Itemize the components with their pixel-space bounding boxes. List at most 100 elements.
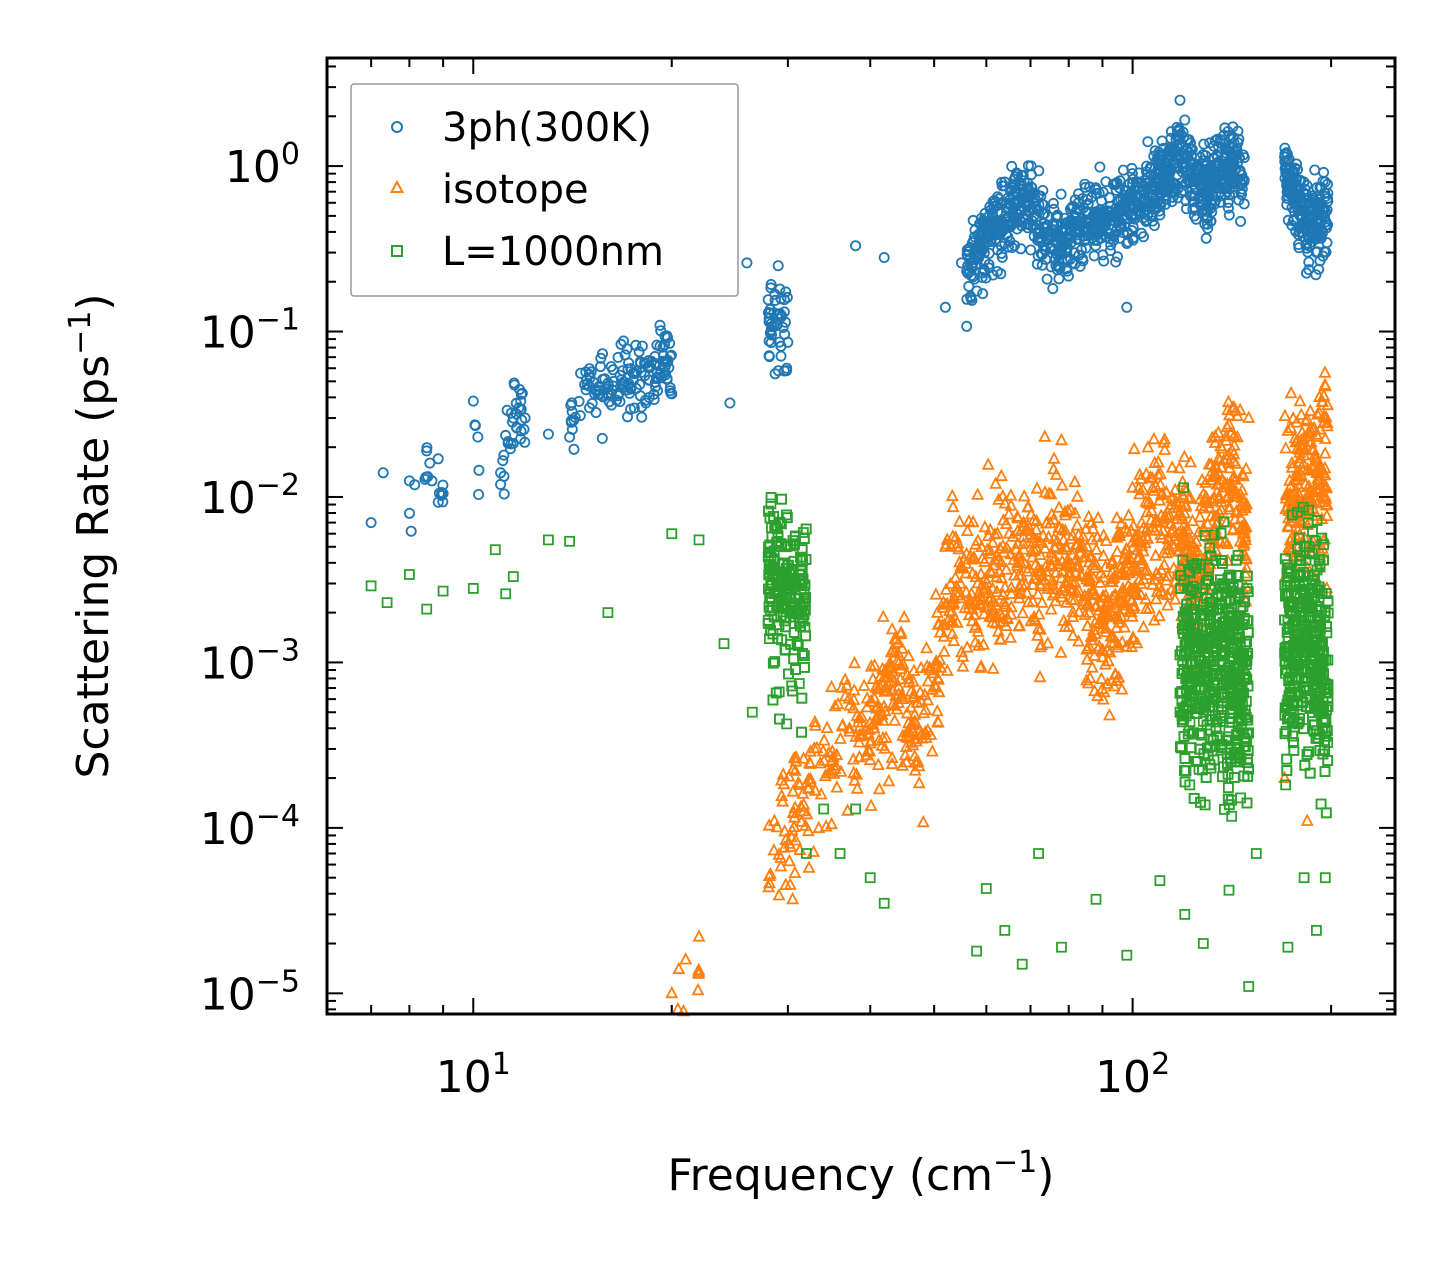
marker-isotope: [1298, 512, 1312, 526]
marker-l1000nm: [1298, 723, 1309, 735]
marker-isotope: [1307, 485, 1321, 498]
marker-isotope: [1119, 541, 1133, 554]
marker-isotope: [1055, 589, 1069, 603]
marker-l1000nm: [776, 493, 787, 505]
marker-isotope: [1080, 652, 1094, 665]
marker-isotope: [1230, 408, 1244, 422]
marker-l1000nm: [1281, 753, 1293, 765]
marker-l1000nm: [1286, 509, 1298, 521]
marker-3ph: [421, 445, 433, 457]
marker-isotope: [1126, 630, 1140, 643]
marker-isotope: [1052, 500, 1066, 513]
marker-isotope: [1202, 500, 1216, 513]
marker-3ph: [1201, 205, 1213, 217]
marker-isotope: [972, 638, 986, 651]
marker-isotope: [1011, 536, 1025, 549]
marker-isotope: [1208, 435, 1222, 448]
marker-l1000nm: [1179, 606, 1191, 618]
marker-l1000nm: [1313, 581, 1325, 593]
marker-isotope: [1004, 630, 1017, 643]
marker-3ph: [405, 525, 417, 537]
marker-l1000nm: [818, 803, 830, 815]
marker-3ph: [584, 363, 596, 375]
marker-isotope: [1288, 484, 1302, 498]
marker-isotope: [960, 523, 974, 536]
marker-l1000nm: [799, 593, 811, 604]
marker-3ph: [1211, 150, 1223, 162]
marker-3ph: [433, 487, 445, 499]
marker-isotope: [1300, 412, 1314, 425]
marker-isotope: [939, 582, 953, 595]
marker-3ph: [1161, 177, 1173, 189]
marker-3ph: [636, 401, 648, 413]
marker-isotope: [1226, 523, 1240, 536]
marker-3ph: [1138, 231, 1150, 243]
marker-isotope: [1278, 770, 1292, 783]
marker-isotope: [796, 786, 810, 799]
marker-isotope: [783, 877, 797, 890]
marker-l1000nm: [1242, 745, 1254, 757]
marker-3ph: [1047, 283, 1059, 295]
marker-l1000nm: [1177, 554, 1189, 566]
marker-3ph: [1156, 151, 1168, 163]
marker-3ph: [628, 402, 640, 414]
marker-isotope: [995, 570, 1009, 584]
marker-isotope: [835, 680, 849, 693]
marker-3ph: [593, 384, 605, 396]
marker-l1000nm: [800, 848, 812, 859]
marker-isotope: [921, 674, 935, 687]
marker-l1000nm: [1221, 692, 1233, 704]
marker-isotope: [1031, 628, 1044, 641]
marker-isotope: [1005, 586, 1018, 599]
marker-l1000nm: [1231, 647, 1243, 659]
marker-isotope: [825, 816, 839, 830]
marker-isotope: [1055, 570, 1068, 584]
marker-l1000nm: [1282, 590, 1293, 602]
marker-l1000nm: [1321, 621, 1332, 632]
marker-isotope: [959, 584, 973, 598]
marker-isotope: [860, 699, 874, 713]
marker-3ph: [775, 340, 787, 352]
marker-isotope: [1149, 548, 1163, 561]
marker-isotope: [1033, 639, 1047, 653]
marker-isotope: [1219, 480, 1233, 493]
marker-isotope: [1113, 528, 1127, 541]
marker-l1000nm: [785, 540, 797, 552]
marker-isotope: [986, 661, 1000, 674]
marker-l1000nm: [765, 625, 776, 636]
marker-3ph: [607, 364, 619, 376]
marker-isotope: [933, 625, 947, 638]
marker-l1000nm: [782, 572, 793, 584]
marker-l1000nm: [1204, 596, 1216, 608]
marker-isotope: [993, 631, 1007, 645]
marker-3ph: [1109, 179, 1121, 191]
marker-3ph: [1296, 226, 1308, 238]
marker-3ph: [1142, 182, 1154, 194]
marker-isotope: [1294, 506, 1307, 519]
marker-3ph: [1180, 152, 1192, 164]
marker-isotope: [767, 843, 781, 856]
marker-isotope: [1238, 532, 1252, 545]
marker-isotope: [672, 961, 686, 975]
marker-3ph: [955, 257, 967, 269]
marker-l1000nm: [1189, 646, 1201, 658]
marker-l1000nm: [767, 694, 779, 706]
marker-isotope: [897, 609, 911, 623]
marker-3ph: [1279, 155, 1291, 167]
marker-isotope: [918, 687, 932, 700]
marker-isotope: [1140, 522, 1154, 535]
marker-isotope: [1032, 607, 1046, 620]
marker-isotope: [692, 929, 706, 942]
marker-isotope: [1214, 502, 1228, 515]
marker-3ph: [498, 470, 510, 482]
marker-isotope: [1066, 604, 1080, 618]
marker-3ph: [996, 176, 1008, 188]
marker-3ph: [1061, 265, 1073, 277]
marker-3ph: [659, 366, 671, 378]
marker-isotope: [1115, 682, 1129, 695]
marker-isotope: [1054, 645, 1068, 658]
marker-3ph: [591, 386, 603, 398]
marker-3ph: [498, 449, 510, 461]
marker-isotope: [1193, 509, 1207, 523]
marker-3ph: [1079, 181, 1091, 193]
